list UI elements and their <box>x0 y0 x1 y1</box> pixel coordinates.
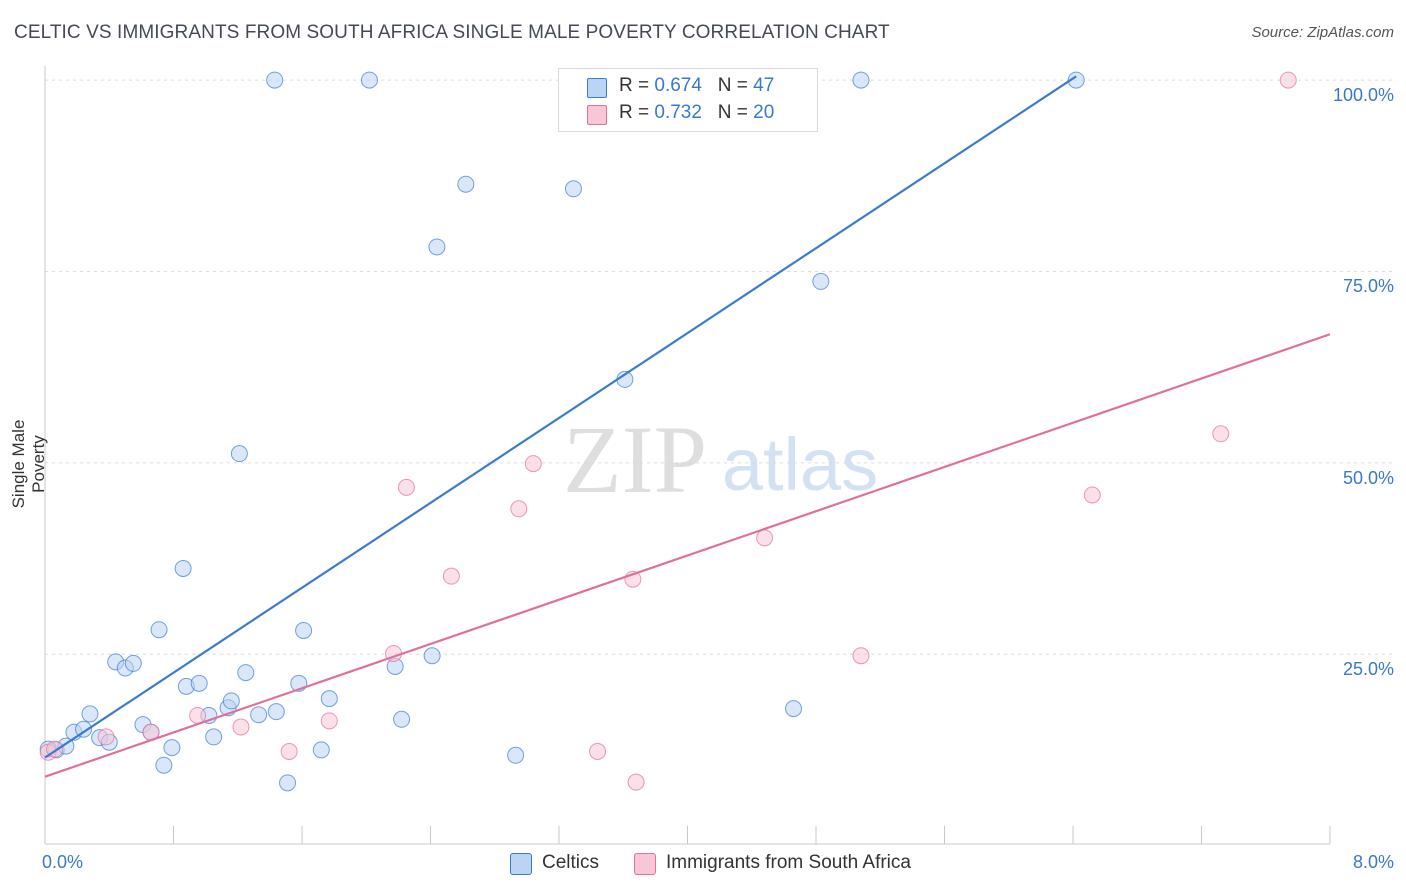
point-celtics <box>564 180 582 198</box>
point-immigrants <box>524 455 542 473</box>
point-celtics <box>457 175 475 193</box>
point-immigrants <box>189 706 207 724</box>
point-immigrants <box>442 567 460 585</box>
point-immigrants <box>397 478 415 496</box>
y-tick-label: 100.0% <box>1332 85 1394 106</box>
y-axis-label: Single Male Poverty <box>9 419 48 509</box>
point-celtics <box>266 71 284 89</box>
trend-line-immigrants <box>44 333 1331 778</box>
point-celtics <box>267 703 285 721</box>
bottom-legend-swatch-celtics <box>510 853 532 875</box>
point-celtics <box>163 739 181 757</box>
point-celtics <box>1067 71 1085 89</box>
point-immigrants <box>1279 71 1297 89</box>
watermark-atlas: atlas <box>722 423 878 506</box>
point-celtics <box>155 756 173 774</box>
point-immigrants <box>320 712 338 730</box>
trend-layer <box>44 75 1331 778</box>
trend-line-celtics <box>44 75 1077 759</box>
point-celtics <box>205 728 223 746</box>
point-celtics <box>507 746 525 764</box>
chart-source: Source: ZipAtlas.com <box>1251 24 1394 41</box>
legend-n-label: N = <box>717 75 754 96</box>
stats-legend: R = 0.674 N = 47 R = 0.732 N = 20 <box>558 68 818 132</box>
y-tick-label: 75.0% <box>1342 276 1394 297</box>
point-celtics <box>279 774 297 792</box>
point-immigrants <box>756 529 774 547</box>
y-tick-label: 25.0% <box>1342 659 1394 680</box>
point-celtics <box>150 621 168 639</box>
x-tick-label-max: 8.0% <box>1352 852 1394 872</box>
legend-r-value: 0.732 <box>654 102 702 123</box>
point-celtics <box>312 741 330 759</box>
point-immigrants <box>1083 486 1101 504</box>
point-celtics <box>785 700 803 718</box>
point-celtics <box>423 647 441 665</box>
point-celtics <box>237 664 255 682</box>
legend-n-value: 47 <box>753 75 775 96</box>
point-celtics <box>393 710 411 728</box>
x-tick-label-min: 0.0% <box>42 852 84 872</box>
point-celtics <box>360 71 378 89</box>
point-immigrants <box>510 500 528 518</box>
point-celtics <box>174 559 192 577</box>
legend-r-label: R = <box>619 102 655 123</box>
point-celtics <box>230 445 248 463</box>
point-celtics <box>75 720 93 738</box>
watermark: ZIP atlas <box>563 406 878 513</box>
point-immigrants <box>627 773 645 791</box>
point-immigrants <box>589 742 607 760</box>
legend-swatch-immigrants <box>587 105 607 125</box>
legend-r-value: 0.674 <box>654 75 702 96</box>
legend-r-label: R = <box>619 75 655 96</box>
legend-n-label: N = <box>717 102 754 123</box>
watermark-zip: ZIP <box>563 406 707 513</box>
point-immigrants <box>1212 425 1230 443</box>
point-celtics <box>428 238 446 256</box>
grid-layer <box>45 79 1395 655</box>
point-immigrants <box>232 718 250 736</box>
point-celtics <box>124 654 142 672</box>
legend-swatch-celtics <box>587 78 607 98</box>
bottom-legend-label-immigrants: Immigrants from South Africa <box>666 852 911 873</box>
point-celtics <box>250 706 268 724</box>
bottom-legend-swatch-immigrants <box>634 853 656 875</box>
axes-layer <box>44 66 1331 845</box>
y-tick-label: 50.0% <box>1342 467 1394 488</box>
chart-title: CELTIC VS IMMIGRANTS FROM SOUTH AFRICA S… <box>14 22 890 43</box>
point-celtics <box>812 272 830 290</box>
point-celtics <box>190 674 208 692</box>
point-celtics <box>222 692 240 710</box>
point-immigrants <box>852 647 870 665</box>
legend-n-value: 20 <box>753 102 775 123</box>
point-celtics <box>81 705 99 723</box>
point-celtics <box>320 690 338 708</box>
point-immigrants <box>280 742 298 760</box>
point-celtics <box>852 71 870 89</box>
bottom-legend-label-celtics: Celtics <box>542 852 600 873</box>
point-immigrants <box>97 728 115 746</box>
point-celtics <box>295 621 313 639</box>
